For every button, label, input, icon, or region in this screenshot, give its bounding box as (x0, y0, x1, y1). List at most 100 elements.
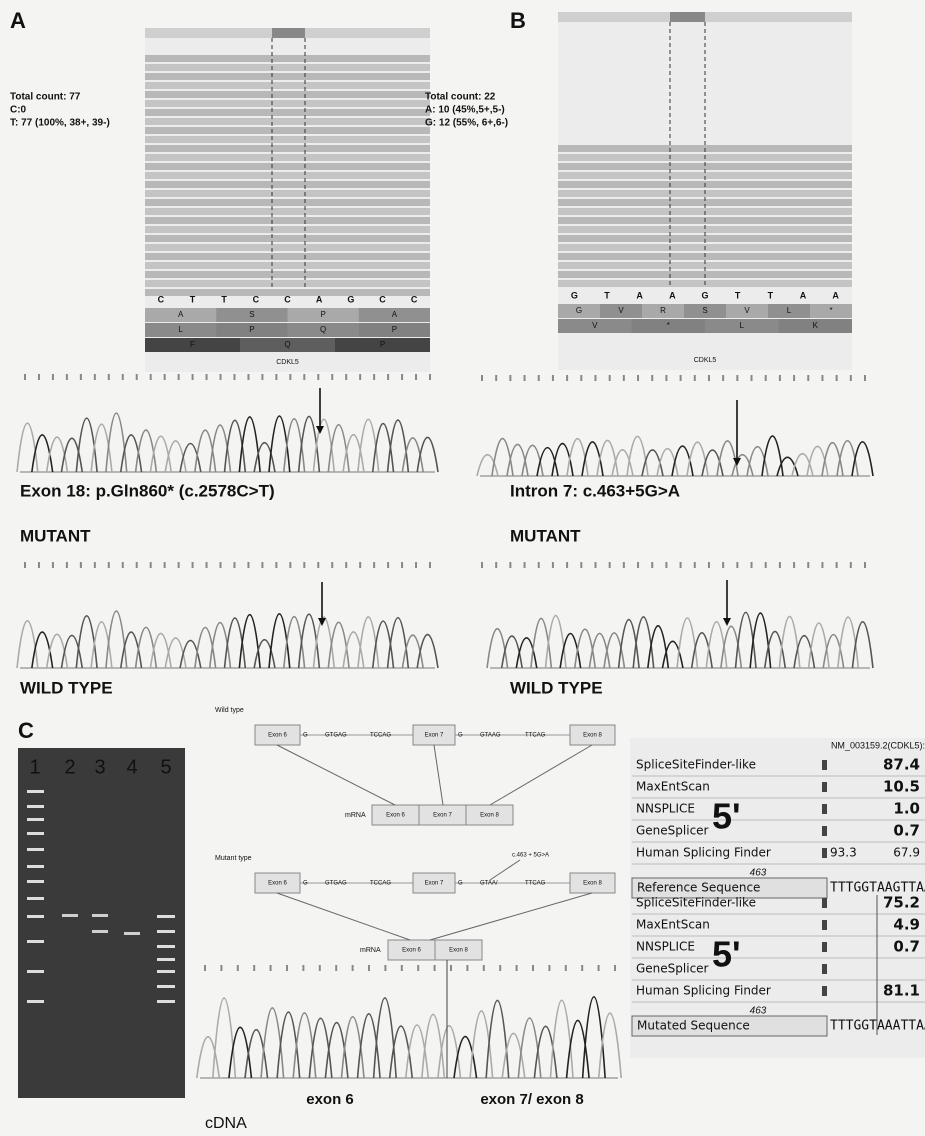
base-call-tick (220, 374, 222, 380)
chromatogram-peak (583, 997, 606, 1078)
base-call-tick (66, 562, 68, 568)
base-call-tick (415, 374, 417, 380)
gel-band (27, 818, 44, 821)
gel-band (157, 958, 175, 961)
read (145, 154, 430, 161)
read (145, 82, 430, 89)
base-call-tick (303, 374, 305, 380)
base-call-tick (289, 562, 291, 568)
mutation-pointer (490, 860, 520, 880)
base-call-tick (751, 562, 753, 568)
amino-acid: V (744, 306, 750, 315)
algorithm-name: SpliceSiteFinder-like (636, 758, 756, 772)
chromatogram-peak (422, 1014, 445, 1078)
base-call-tick (331, 562, 333, 568)
score: 75.2 (883, 894, 920, 912)
base-call-tick (708, 375, 710, 381)
base-call-tick (261, 562, 263, 568)
wildtype-label: WILD TYPE (20, 678, 113, 697)
base-call-tick (164, 374, 166, 380)
chromatogram-peak (239, 615, 260, 668)
base-call-tick (651, 562, 653, 568)
splice-line (430, 893, 592, 940)
base-call-tick (387, 562, 389, 568)
base-call-tick (850, 375, 852, 381)
score: 1.0 (893, 800, 920, 818)
reference-base: T (190, 294, 196, 304)
base-call-tick (466, 965, 468, 971)
variant: Exon 18: p.Gln860* (c.2578C>T) (20, 481, 275, 500)
base-call-tick (192, 374, 194, 380)
position: 463 (750, 868, 767, 879)
amino-acid: * (829, 306, 832, 315)
base-call-tick (368, 965, 370, 971)
base-call-tick (38, 562, 40, 568)
chromatogram-peak (343, 632, 364, 668)
base-call-tick (850, 562, 852, 568)
base-call-tick (417, 965, 419, 971)
reference-base: G (347, 294, 354, 304)
base-call-tick (694, 375, 696, 381)
igv-ruler-mark (670, 12, 705, 22)
splice-line (490, 745, 592, 805)
base-call-tick (864, 562, 866, 568)
chromatogram-peak (239, 417, 260, 472)
diagram-title: Wild type (215, 707, 244, 714)
table-header: NM_003159.2(CDKL5): (831, 740, 925, 750)
gel-band (27, 880, 44, 883)
reference-base: A (669, 290, 676, 300)
gel-band (157, 930, 175, 933)
base-call-tick (736, 375, 738, 381)
base-call-tick (580, 375, 582, 381)
base-call-tick (52, 374, 54, 380)
gene-row-text: TCCAG (370, 733, 391, 739)
reference-base: C (284, 294, 291, 304)
read (145, 271, 430, 278)
chromatogram-peak (213, 998, 236, 1078)
gene-row-text: TCCAG (370, 881, 391, 887)
read (145, 118, 430, 125)
amino-acid: L (787, 306, 792, 315)
base-call-tick (401, 965, 403, 971)
base-call-tick (164, 562, 166, 568)
chromatogram-peak (417, 437, 438, 472)
read (145, 199, 430, 206)
score-bar (822, 920, 827, 930)
base-call-tick (331, 374, 333, 380)
reference-base: C (379, 294, 386, 304)
mrna-label: mRNA (360, 947, 381, 954)
gene-row-text: Exon 7 (425, 733, 444, 739)
base-call-tick (150, 374, 152, 380)
amino-acid: A (178, 310, 184, 319)
base-call-tick (765, 562, 767, 568)
base-call-tick (247, 374, 249, 380)
chromatogram-peak (388, 420, 409, 472)
chromatogram-peak (136, 627, 157, 668)
panel-label: A (10, 8, 26, 33)
score-extra: 93.3 (830, 846, 857, 860)
gel-band (157, 970, 175, 973)
reference-base: T (735, 290, 741, 300)
lane-number: 3 (94, 756, 105, 778)
base-call-tick (387, 374, 389, 380)
base-call-tick (680, 562, 682, 568)
gel-band (92, 930, 108, 933)
chromatogram-peak (17, 423, 38, 472)
chromatogram-peak (779, 616, 799, 668)
gene-row-text: Exon 7 (425, 881, 444, 887)
lane-number: 2 (64, 756, 75, 778)
score: 87.4 (883, 756, 920, 774)
gene-row-text: Exon 8 (583, 733, 602, 739)
gel-band (124, 932, 140, 935)
gene-row-text: GTGAG (325, 733, 347, 739)
base-call-tick (429, 562, 431, 568)
chromatogram-peak (487, 629, 507, 668)
gene-row-text: G (458, 881, 463, 887)
gene-row-text: G (303, 881, 308, 887)
gene-row-text: GTAAG (480, 733, 501, 739)
base-call-tick (66, 374, 68, 380)
base-call-tick (122, 374, 124, 380)
amino-acid: * (667, 321, 670, 330)
base-call-tick (289, 374, 291, 380)
base-call-tick (373, 562, 375, 568)
